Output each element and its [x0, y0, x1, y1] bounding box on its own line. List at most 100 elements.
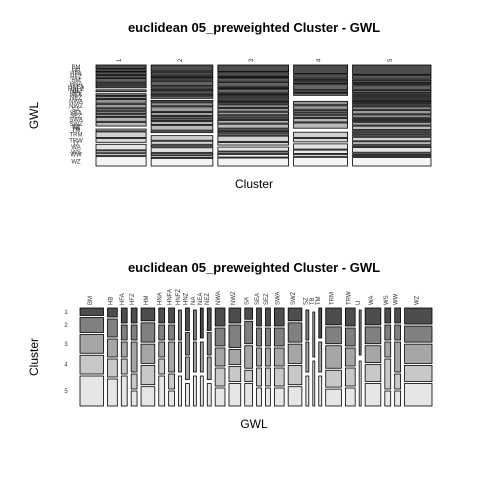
mosaic-tile [95, 108, 147, 112]
mosaic-tile [293, 78, 348, 82]
mosaic-tile [140, 322, 156, 343]
mosaic-tile [217, 117, 289, 120]
mosaic-tile [244, 320, 253, 345]
mosaic-tile [273, 307, 285, 327]
mosaic-tile [199, 375, 204, 407]
mosaic-tile [404, 325, 433, 343]
x-axis-label: Cluster [235, 177, 273, 191]
mosaic-tile [265, 367, 271, 387]
mosaic-tile [305, 309, 310, 341]
mosaic-tile [318, 341, 323, 373]
x-tick-label: HNFZ [176, 289, 182, 305]
mosaic-tile [352, 147, 432, 153]
mosaic-tile [352, 157, 432, 167]
y-tick-label: U [74, 141, 78, 147]
x-tick-label: WA [369, 296, 375, 305]
mosaic-tile [150, 135, 214, 141]
mosaic-tile [150, 130, 214, 134]
mosaic-tile [293, 143, 348, 150]
mosaic-tile [107, 338, 118, 358]
mosaic-tile [150, 80, 214, 87]
mosaic-tile [150, 121, 214, 125]
mosaic-tile [228, 383, 242, 407]
mosaic-tile [352, 134, 432, 137]
mosaic-tile [364, 326, 382, 345]
y-tick-label: SWZ [69, 122, 83, 128]
x-tick-label: WW [394, 293, 400, 305]
mosaic-tile [384, 341, 392, 358]
mosaic-tile [150, 86, 214, 89]
mosaic-tile [352, 109, 432, 115]
mosaic-tile [293, 154, 348, 157]
mosaic-tile [293, 100, 348, 106]
mosaic-tile [95, 85, 147, 89]
x-tick-label: HM [144, 296, 150, 305]
mosaic-tile [107, 358, 118, 378]
mosaic-tile [287, 365, 303, 386]
mosaic-tile [150, 157, 214, 167]
mosaic-tile [293, 156, 348, 167]
y-tick-label: WW [70, 153, 82, 159]
mosaic-tile [394, 324, 401, 341]
mosaic-tile [150, 64, 214, 72]
mosaic-tile [140, 365, 156, 386]
mosaic-tile [150, 147, 214, 153]
mosaic-tile [293, 90, 348, 93]
mosaic-tile [120, 358, 128, 375]
chart-title: euclidean 05_preweighted Cluster - GWL [128, 20, 380, 35]
x-tick-label: HB [108, 297, 114, 305]
mosaic-tile [293, 105, 348, 110]
mosaic-tile [352, 102, 432, 105]
mosaic-tile [394, 307, 401, 324]
mosaic-tile [293, 122, 348, 129]
mosaic-tile [352, 97, 432, 100]
x-tick-label: SEZ [264, 293, 270, 305]
mosaic-tile [178, 375, 182, 407]
mosaic-tile [293, 138, 348, 143]
mosaic-tile [344, 347, 356, 367]
mosaic-tile [217, 92, 289, 95]
y-tick-label: SWA [69, 117, 82, 123]
y-tick-label: BM [72, 65, 81, 71]
y-tick-label: HFZ [70, 74, 82, 80]
mosaic-tile [256, 327, 262, 347]
mosaic-tile [79, 307, 104, 316]
mosaic-tile [305, 375, 310, 407]
mosaic-tile [352, 104, 432, 107]
mosaic-tile [352, 136, 432, 142]
mosaic-tile [293, 131, 348, 138]
mosaic-tile [384, 307, 392, 324]
y-tick-label: HB [72, 69, 80, 75]
mosaic-tile [364, 307, 382, 326]
mosaic-tile [344, 307, 356, 327]
mosaic-tile [352, 64, 432, 75]
mosaic-tile [293, 74, 348, 79]
mosaic-tile [206, 332, 212, 356]
mosaic-tile [358, 360, 362, 407]
x-tick-label: SA [245, 297, 251, 305]
mosaic-tile [95, 89, 147, 93]
x-tick-label: NA [191, 297, 197, 305]
mosaic-tile [352, 144, 432, 147]
mosaic-tile [95, 150, 147, 154]
mosaic-tile [206, 307, 212, 331]
mosaic-tile [95, 82, 147, 86]
mosaic-tile [140, 386, 156, 407]
mosaic-tile [217, 75, 289, 79]
mosaic-tile [244, 307, 253, 320]
mosaic-tile [150, 71, 214, 76]
x-tick-label: HFZ [130, 293, 136, 305]
mosaic-tile [199, 341, 204, 373]
mosaic-tile [265, 347, 271, 367]
x-tick-label: SZ [303, 297, 309, 305]
mosaic-tile [352, 99, 432, 102]
mosaic-tile [228, 324, 242, 348]
x-tick-label: 4 [317, 58, 323, 62]
mosaic-tile [130, 373, 138, 390]
x-tick-label: TB [310, 297, 316, 305]
mosaic-tile [150, 106, 214, 112]
y-tick-label: 5 [64, 389, 68, 395]
mosaic-tile [344, 387, 356, 407]
mosaic-tile [150, 116, 214, 119]
